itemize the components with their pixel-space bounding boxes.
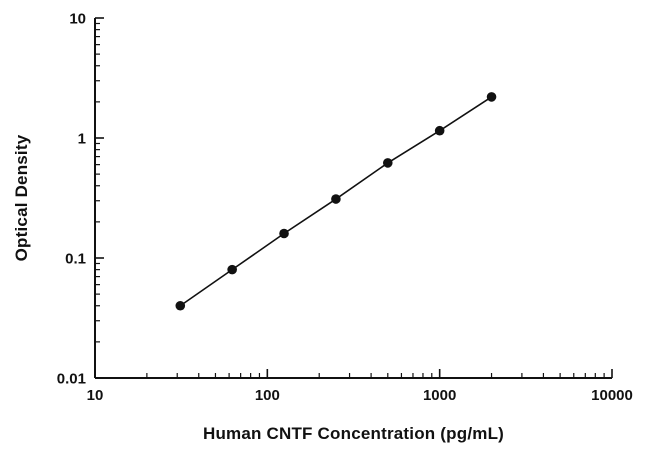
y-tick-label: 10 (69, 11, 86, 28)
x-tick-label: 1000 (423, 387, 456, 404)
x-tick-label: 10 (87, 387, 104, 404)
data-point (382, 158, 393, 168)
data-point (434, 125, 445, 136)
y-tick-label: 0.01 (57, 371, 86, 388)
y-tick-label: 0.1 (65, 251, 86, 268)
data-point (486, 92, 497, 102)
data-point (227, 264, 237, 275)
y-axis-title: Optical Density (12, 134, 31, 262)
x-tick-label: 10000 (591, 387, 633, 404)
data-point (279, 228, 289, 239)
x-tick-label: 100 (255, 387, 280, 404)
data-point (331, 194, 341, 204)
x-axis-title: Human CNTF Concentration (pg/mL) (202, 424, 505, 443)
data-point (175, 300, 186, 311)
y-tick-label: 1 (78, 131, 86, 148)
